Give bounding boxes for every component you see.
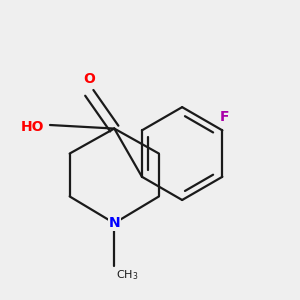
Text: N: N (109, 216, 120, 230)
Text: F: F (219, 110, 229, 124)
Text: O: O (83, 72, 95, 86)
Text: HO: HO (20, 120, 44, 134)
Text: CH$_3$: CH$_3$ (116, 268, 139, 282)
